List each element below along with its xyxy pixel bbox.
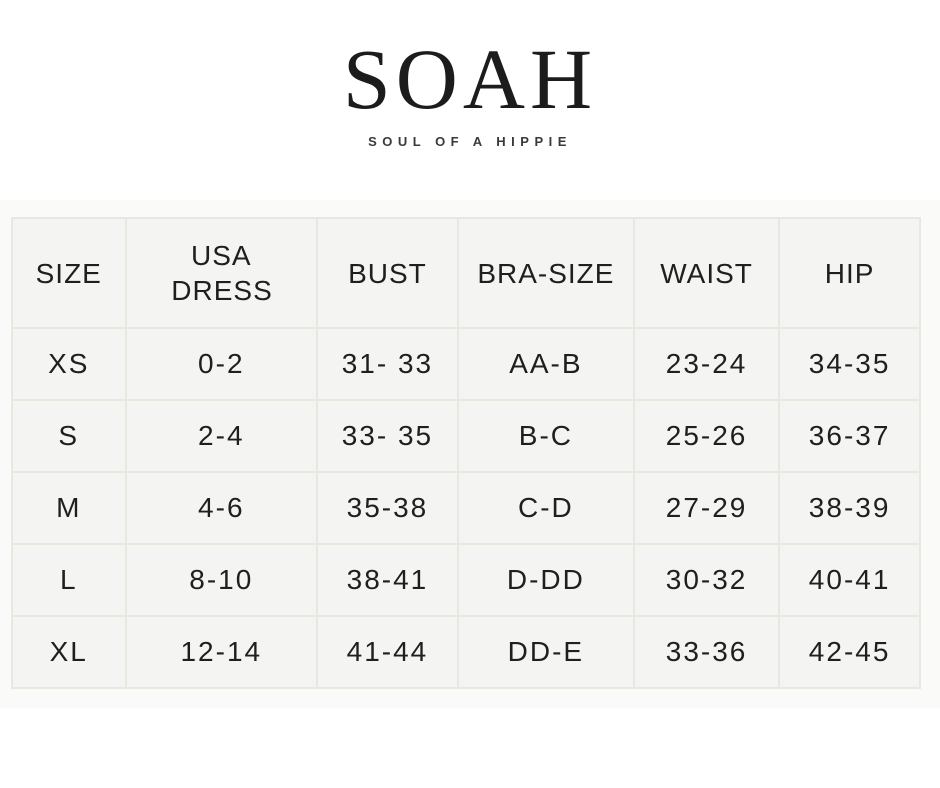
column-header-label: WAIST (660, 257, 753, 289)
waist-cell: 23-24 (632, 327, 781, 401)
size-cell: XL (11, 615, 127, 689)
brand-logo: SOAH (342, 31, 598, 127)
usa-dress-cell: 12-14 (124, 615, 319, 689)
hip-cell: 34-35 (778, 327, 921, 401)
size-cell: M (11, 471, 127, 545)
header-row: SIZE USA DRESS BUST BRA-SIZE WAIST HIP (11, 217, 921, 329)
column-header-label: BUST (348, 257, 427, 289)
table-row-s: S 2-4 33- 35 B-C 25-26 36-37 (11, 399, 921, 473)
column-header-hip: HIP (778, 217, 921, 329)
bra-size-cell: C-D (456, 471, 635, 545)
hip-cell: 40-41 (778, 543, 921, 617)
size-cell: L (11, 543, 127, 617)
column-header-waist: WAIST (632, 217, 781, 329)
waist-cell: 30-32 (632, 543, 781, 617)
table-row-xs: XS 0-2 31- 33 AA-B 23-24 34-35 (11, 327, 921, 401)
bra-size-cell: D-DD (456, 543, 635, 617)
waist-cell: 27-29 (632, 471, 781, 545)
hip-cell: 36-37 (778, 399, 921, 473)
column-header-usa-dress: USA DRESS (124, 217, 319, 329)
usa-dress-cell: 2-4 (124, 399, 319, 473)
bust-cell: 31- 33 (316, 327, 459, 401)
column-header-bust: BUST (316, 217, 459, 329)
column-header-label: HIP (824, 257, 875, 289)
size-cell: XS (11, 327, 127, 401)
waist-cell: 25-26 (632, 399, 781, 473)
usa-dress-cell: 8-10 (124, 543, 319, 617)
bra-size-cell: AA-B (456, 327, 635, 401)
size-chart-section: SIZE USA DRESS BUST BRA-SIZE WAIST HIP X… (0, 200, 940, 708)
column-header-label: SIZE (35, 257, 102, 289)
bra-size-cell: DD-E (456, 615, 635, 689)
bust-cell: 38-41 (316, 543, 459, 617)
bra-size-cell: B-C (456, 399, 635, 473)
table-row-xl: XL 12-14 41-44 DD-E 33-36 42-45 (11, 615, 921, 689)
size-cell: S (11, 399, 127, 473)
bust-cell: 33- 35 (316, 399, 459, 473)
column-header-bra-size: BRA-SIZE (456, 217, 635, 329)
usa-dress-cell: 4-6 (124, 471, 319, 545)
bust-cell: 35-38 (316, 471, 459, 545)
brand-tagline: SOUL OF A HIPPIE (368, 134, 572, 149)
table-row-l: L 8-10 38-41 D-DD 30-32 40-41 (11, 543, 921, 617)
column-header-label: BRA-SIZE (477, 257, 615, 289)
usa-dress-cell: 0-2 (124, 327, 319, 401)
hip-cell: 38-39 (778, 471, 921, 545)
bust-cell: 41-44 (316, 615, 459, 689)
brand-header: SOAH SOUL OF A HIPPIE (0, 0, 940, 200)
table-row-m: M 4-6 35-38 C-D 27-29 38-39 (11, 471, 921, 545)
column-header-label: USA DRESS (171, 240, 273, 306)
waist-cell: 33-36 (632, 615, 781, 689)
hip-cell: 42-45 (778, 615, 921, 689)
size-chart-table: SIZE USA DRESS BUST BRA-SIZE WAIST HIP X… (11, 217, 921, 689)
column-header-size: SIZE (11, 217, 127, 329)
